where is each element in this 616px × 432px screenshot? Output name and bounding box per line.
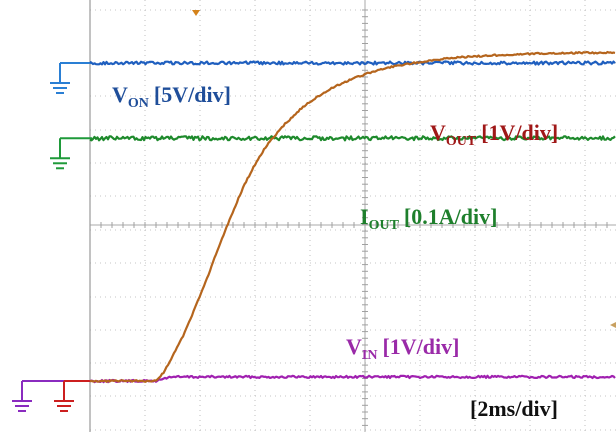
timebase-label: [2ms/div]	[470, 396, 558, 421]
trace-in	[89, 374, 616, 384]
trigger-position-marker	[192, 10, 200, 16]
label-vin-scale: [1V/div]	[382, 334, 459, 359]
label-von: VON [5V/div]	[112, 82, 231, 111]
label-iout-scale: [0.1A/div]	[404, 204, 498, 229]
label-vout-scale: [1V/div]	[481, 120, 558, 145]
ground-markers	[12, 62, 92, 412]
label-vout-sub: OUT	[446, 134, 477, 149]
label-iout-main: I	[360, 204, 369, 229]
label-vin: VIN [1V/div]	[346, 334, 459, 363]
trace-on	[89, 60, 616, 66]
label-vout: VOUT [1V/div]	[430, 120, 558, 149]
label-von-scale: [5V/div]	[154, 82, 231, 107]
traces	[89, 50, 616, 384]
right-level-marker	[610, 322, 616, 328]
label-von-main: V	[112, 82, 128, 107]
ground-marker-iout	[50, 137, 92, 170]
trace-out	[89, 50, 616, 383]
ground-marker-vout	[54, 380, 92, 412]
trace-labels: VON [5V/div] VOUT [1V/div] IOUT [0.1A/div] …	[112, 82, 558, 421]
trace-out	[89, 135, 616, 142]
grid	[89, 0, 616, 432]
label-iout: IOUT [0.1A/div]	[360, 204, 497, 233]
ground-marker-von	[50, 62, 92, 94]
label-von-sub: ON	[128, 96, 149, 111]
label-iout-sub: OUT	[369, 218, 400, 233]
label-vin-main: V	[346, 334, 362, 359]
label-vout-main: V	[430, 120, 446, 145]
label-vin-sub: IN	[362, 348, 378, 363]
